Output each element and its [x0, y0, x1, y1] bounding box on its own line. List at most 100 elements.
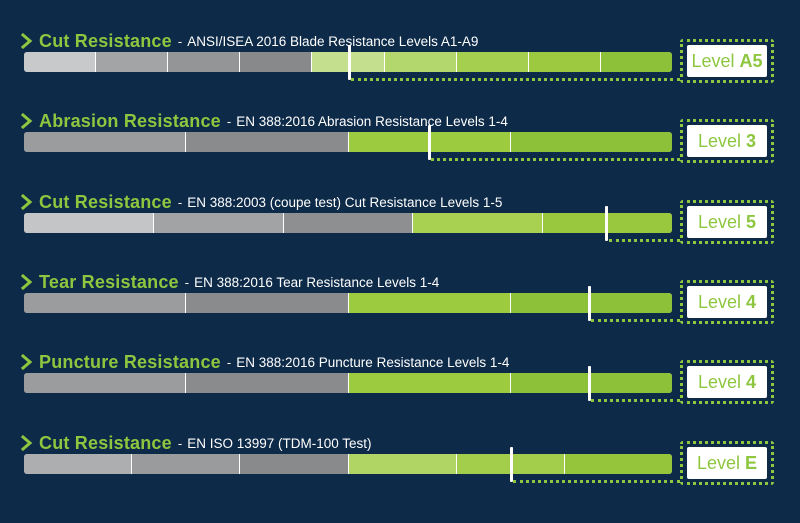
- rating-description: ANSI/ISEA 2016 Blade Resistance Levels A…: [187, 33, 479, 49]
- level-badge-frame: Level E: [680, 441, 774, 485]
- rating-title: Abrasion Resistance: [39, 110, 221, 131]
- scale-segment: [186, 293, 349, 313]
- scale-segment: [510, 132, 672, 152]
- scale-segment: [348, 373, 511, 393]
- chevron-right-icon: [20, 33, 33, 49]
- level-label: Level: [697, 291, 741, 312]
- scale-segment: [240, 454, 349, 474]
- rating-title: Puncture Resistance: [39, 351, 221, 372]
- row-heading: Tear Resistance - EN 388:2016 Tear Resista…: [20, 271, 439, 293]
- chevron-right-icon: [20, 354, 33, 370]
- scale-segment: [132, 454, 241, 474]
- scale-segment: [24, 373, 187, 393]
- level-badge: Level E: [687, 447, 767, 479]
- scale-segment: [24, 52, 97, 72]
- level-marker: [347, 45, 351, 80]
- level-value: E: [745, 452, 758, 473]
- scale-segment: [348, 454, 457, 474]
- scale-segment: [564, 454, 672, 474]
- rating-title: Cut Resistance: [39, 432, 172, 453]
- title-separator: -: [226, 354, 232, 370]
- level-value: A5: [739, 50, 763, 71]
- scale-segment: [384, 52, 457, 72]
- level-marker: [605, 206, 609, 241]
- dotted-connector: [591, 399, 680, 402]
- level-value: 3: [746, 130, 757, 151]
- rating-description: EN 388:2016 Puncture Resistance Levels 1…: [236, 354, 510, 370]
- level-marker: [587, 366, 591, 401]
- level-badge-frame: Level A5: [680, 39, 774, 83]
- rating-description: EN 388:2016 Abrasion Resistance Levels 1…: [236, 113, 508, 129]
- row-heading: Cut Resistance - ANSI/ISEA 2016 Blade Resi…: [20, 30, 478, 52]
- level-scale-bar: [24, 213, 672, 233]
- rating-description: EN ISO 13997 (TDM-100 Test): [187, 435, 372, 451]
- level-badge-frame: Level 4: [680, 280, 774, 324]
- level-scale-bar: [24, 454, 672, 474]
- title-separator: -: [177, 194, 183, 210]
- rating-description: EN 388:2003 (coupe test) Cut Resistance …: [187, 194, 503, 210]
- rating-title: Cut Resistance: [39, 30, 172, 51]
- scale-segment: [168, 52, 241, 72]
- scale-segment: [528, 52, 601, 72]
- level-label: Level: [697, 211, 741, 232]
- title-separator: -: [177, 33, 183, 49]
- level-badge-frame: Level 4: [680, 360, 774, 404]
- scale-segment: [24, 132, 187, 152]
- scale-segment: [413, 213, 544, 233]
- dotted-connector: [513, 480, 680, 483]
- rating-title: Cut Resistance: [39, 191, 172, 212]
- scale-segment: [186, 373, 349, 393]
- scale-segment: [348, 293, 511, 313]
- scale-segment: [24, 454, 133, 474]
- level-value: 4: [746, 291, 757, 312]
- level-label: Level: [697, 371, 741, 392]
- title-separator: -: [184, 274, 190, 290]
- scale-segment: [153, 213, 284, 233]
- level-value: 5: [746, 211, 757, 232]
- row-heading: Abrasion Resistance - EN 388:2016 Abrasion…: [20, 110, 508, 132]
- level-badge: Level A5: [687, 45, 767, 77]
- level-badge-frame: Level 3: [680, 119, 774, 163]
- dotted-connector: [608, 239, 680, 242]
- scale-segment: [96, 52, 169, 72]
- rating-row-3: Cut Resistance - EN 388:2003 (coupe test) …: [0, 191, 800, 271]
- level-label: Level: [696, 452, 740, 473]
- level-badge: Level 5: [687, 206, 767, 238]
- scale-segment: [510, 293, 672, 313]
- row-heading: Cut Resistance - EN ISO 13997 (TDM-100 Tes…: [20, 432, 372, 454]
- scale-segment: [510, 373, 672, 393]
- rating-row-4: Tear Resistance - EN 388:2016 Tear Resista…: [0, 271, 800, 351]
- level-badge: Level 3: [687, 125, 767, 157]
- rating-title: Tear Resistance: [39, 271, 179, 292]
- level-label: Level: [697, 130, 741, 151]
- rating-row-6: Cut Resistance - EN ISO 13997 (TDM-100 Tes…: [0, 432, 800, 512]
- level-badge: Level 4: [687, 366, 767, 398]
- scale-segment: [456, 52, 529, 72]
- title-separator: -: [226, 113, 232, 129]
- scale-segment: [24, 293, 187, 313]
- level-marker: [427, 125, 431, 160]
- level-scale-bar: [24, 132, 672, 152]
- level-scale-bar: [24, 373, 672, 393]
- dotted-connector: [431, 158, 680, 161]
- scale-segment: [186, 132, 349, 152]
- level-scale-bar: [24, 293, 672, 313]
- chevron-right-icon: [20, 435, 33, 451]
- rating-description: EN 388:2016 Tear Resistance Levels 1-4: [194, 274, 440, 290]
- scale-segment: [24, 213, 154, 233]
- dotted-connector: [351, 78, 680, 81]
- title-separator: -: [177, 435, 183, 451]
- level-marker: [587, 286, 591, 321]
- dotted-connector: [591, 319, 680, 322]
- chevron-right-icon: [20, 194, 33, 210]
- level-marker: [509, 447, 513, 482]
- level-badge: Level 4: [687, 286, 767, 318]
- row-heading: Puncture Resistance - EN 388:2016 Puncture…: [20, 351, 509, 373]
- chevron-right-icon: [20, 113, 33, 129]
- level-value: 4: [746, 371, 757, 392]
- scale-segment: [283, 213, 414, 233]
- scale-segment: [600, 52, 672, 72]
- level-scale-bar: [24, 52, 672, 72]
- level-badge-frame: Level 5: [680, 200, 774, 244]
- level-label: Level: [691, 50, 735, 71]
